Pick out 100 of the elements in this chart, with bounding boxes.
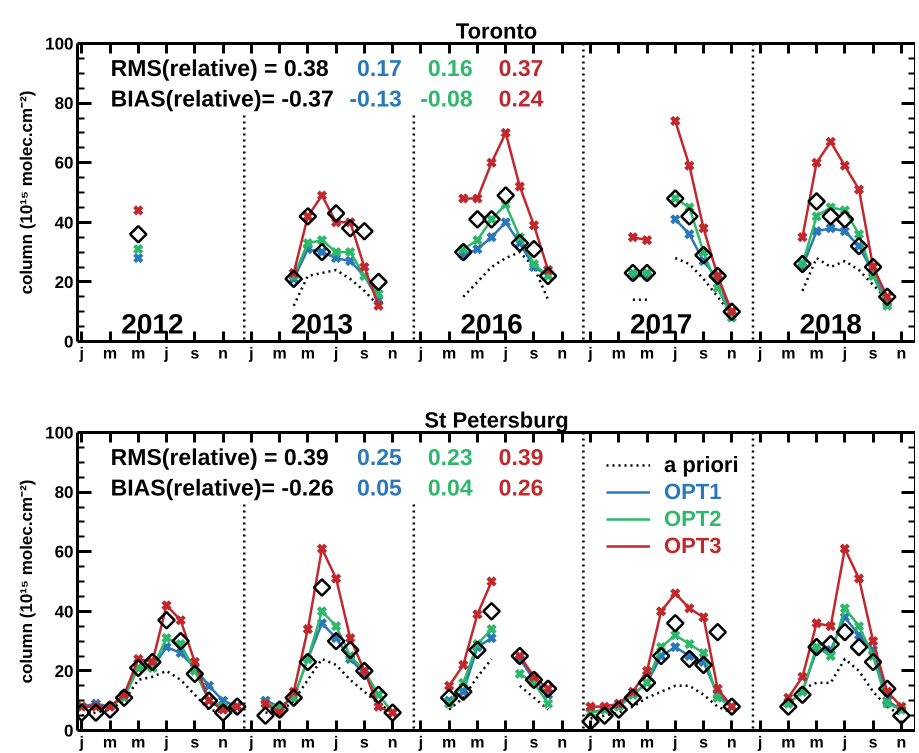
x-tick-label: m	[640, 734, 654, 752]
annotation: 0.16	[428, 55, 473, 82]
annotation: 2016	[460, 308, 523, 340]
y-tick-label: 20	[54, 272, 74, 292]
y-tick-label: 60	[54, 542, 74, 562]
annotation: BIAS(relative)= -0.37	[110, 85, 334, 112]
x-tick-label: m	[470, 734, 485, 752]
annotation: -0.08	[420, 85, 473, 112]
y-tick-label: 100	[45, 424, 74, 442]
x-tick-label: j	[672, 734, 678, 752]
x-tick-label: m	[781, 734, 796, 752]
x-tick-label: m	[612, 346, 626, 362]
annotation: 0.26	[498, 474, 544, 500]
x-tick-label: m	[640, 346, 654, 362]
x-tick-label: j	[842, 734, 848, 752]
x-tick-label: n	[557, 346, 568, 362]
x-tick-label: j	[502, 734, 508, 752]
x-tick-label: j	[248, 346, 254, 362]
annotation: 0.24	[498, 85, 544, 112]
y-tick-label: 0	[64, 332, 74, 352]
x-tick-label: j	[587, 734, 593, 752]
x-tick-label: n	[896, 346, 906, 362]
annotation: 2013	[290, 308, 354, 340]
x-tick-label: m	[470, 346, 485, 362]
y-tick-label: 60	[54, 154, 74, 173]
chart-title: Toronto	[456, 18, 538, 44]
x-tick-label: n	[726, 346, 737, 362]
x-tick-label: n	[388, 734, 398, 752]
x-tick-label: s	[868, 734, 878, 752]
annotation: RMS(relative) = 0.39	[110, 444, 329, 470]
x-tick-label: s	[190, 346, 200, 362]
x-tick-label: m	[131, 346, 146, 362]
y-tick-label: 80	[54, 94, 74, 114]
x-tick-label: n	[388, 346, 398, 362]
x-tick-label: s	[360, 346, 369, 362]
legend-label: OPT2	[664, 506, 722, 532]
annotation: 0.04	[428, 474, 473, 500]
x-tick-label: m	[442, 346, 456, 362]
x-tick-label: m	[442, 734, 456, 752]
annotation: 0.17	[357, 55, 402, 82]
x-tick-label: s	[360, 734, 369, 752]
legend-label: OPT1	[664, 479, 722, 505]
x-tick-label: j	[756, 734, 762, 752]
legend-label: OPT3	[664, 533, 722, 559]
x-tick-label: n	[557, 734, 568, 752]
legend-label: a priori	[664, 452, 739, 478]
annotation: RMS(relative) = 0.38	[110, 55, 329, 82]
annotation: 0.23	[428, 444, 473, 470]
x-tick-label: s	[868, 346, 878, 362]
x-tick-label: n	[726, 734, 737, 752]
annotation: 2018	[800, 308, 862, 340]
x-tick-label: n	[218, 734, 228, 752]
y-tick-label: 100	[45, 34, 74, 54]
x-tick-label: m	[102, 346, 118, 362]
x-tick-label: j	[587, 346, 593, 362]
x-tick-label: j	[672, 346, 678, 362]
y-axis-title: column (10¹⁵ molec.cm⁻²)	[17, 90, 36, 294]
x-tick-label: j	[502, 346, 508, 362]
x-tick-label: j	[248, 734, 254, 752]
x-tick-label: m	[272, 734, 287, 752]
annotation: BIAS(relative)= -0.26	[110, 474, 334, 500]
x-tick-label: j	[78, 346, 84, 362]
x-tick-label: j	[163, 346, 169, 362]
x-tick-label: s	[699, 734, 708, 752]
x-tick-label: j	[418, 346, 424, 362]
annotation: 0.37	[498, 55, 544, 82]
x-tick-label: s	[190, 734, 200, 752]
x-tick-label: m	[809, 734, 824, 752]
annotation: 0.05	[357, 474, 402, 500]
x-tick-label: j	[756, 346, 762, 362]
x-tick-label: m	[781, 346, 796, 362]
x-tick-label: m	[300, 346, 315, 362]
x-tick-label: m	[300, 734, 315, 752]
annotation: -0.13	[349, 85, 402, 112]
annotation: 0.25	[357, 444, 402, 470]
x-tick-label: j	[78, 734, 84, 752]
y-tick-label: 20	[54, 662, 74, 681]
x-tick-label: m	[131, 734, 146, 752]
y-tick-label: 40	[54, 213, 74, 232]
x-tick-label: s	[530, 346, 538, 362]
x-tick-label: j	[842, 346, 848, 362]
x-tick-label: s	[699, 346, 708, 362]
x-tick-label: s	[530, 734, 538, 752]
x-tick-label: m	[272, 346, 287, 362]
annotation: 2012	[121, 308, 184, 340]
x-tick-label: n	[218, 346, 228, 362]
y-axis-title: column (10¹⁵ molec.cm⁻²)	[17, 480, 36, 684]
x-tick-label: n	[896, 734, 906, 752]
chart-title: St Petersburg	[424, 408, 569, 432]
x-tick-label: m	[102, 734, 118, 752]
annotation: 0.39	[498, 444, 544, 470]
x-tick-label: j	[418, 734, 424, 752]
x-tick-label: m	[612, 734, 626, 752]
y-tick-label: 40	[54, 602, 74, 622]
y-tick-label: 0	[64, 722, 74, 740]
x-tick-label: m	[809, 346, 824, 362]
y-tick-label: 80	[54, 483, 74, 502]
x-tick-label: j	[332, 346, 338, 362]
x-tick-label: j	[163, 734, 169, 752]
annotation: 2017	[630, 308, 692, 340]
